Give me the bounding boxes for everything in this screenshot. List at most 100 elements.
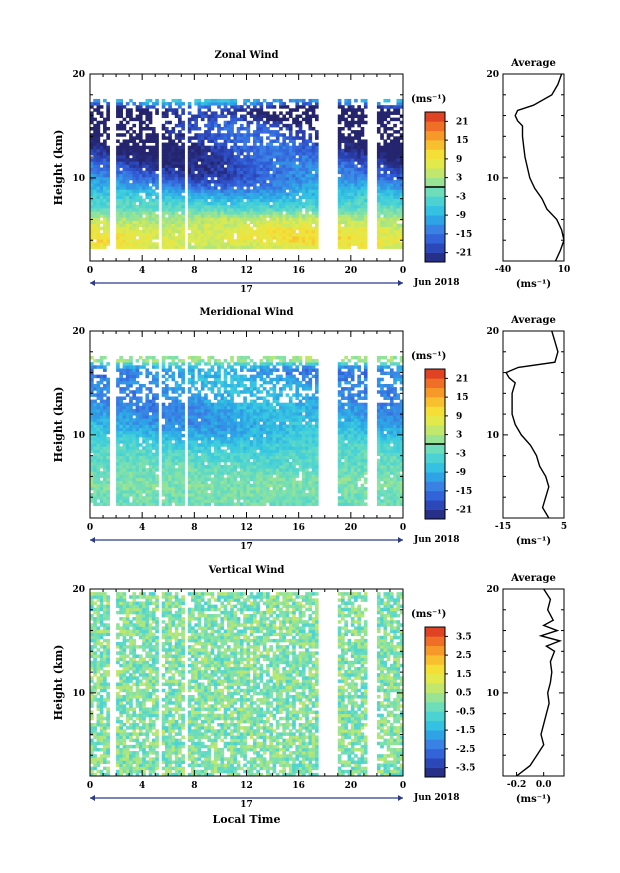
profile-x-tick-label: -40 — [495, 265, 511, 275]
profile-frame — [502, 588, 565, 777]
colorbar-tick-label: 9 — [456, 155, 462, 165]
colorbar-unit: (ms⁻¹) — [411, 609, 446, 620]
colorbar-tick-label: -3 — [456, 192, 466, 202]
colorbar-unit: (ms⁻¹) — [411, 351, 446, 362]
y-tick-label: 10 — [72, 431, 85, 441]
x-tick-label: 4 — [139, 523, 145, 533]
y-tick-label: 20 — [72, 327, 85, 337]
y-axis-label: Height (km) — [52, 130, 65, 206]
profile-y-tick-label: 20 — [486, 70, 499, 80]
colorbar-tick-label: 15 — [456, 393, 469, 403]
plot-title: Zonal Wind — [214, 50, 278, 61]
profile-title: Average — [510, 573, 556, 584]
colorbar-tick-label: -9 — [456, 211, 466, 221]
x-tick-label: 16 — [292, 781, 305, 791]
x-tick-label: 4 — [139, 266, 145, 276]
profile-x-tick-label: -0.2 — [507, 780, 526, 790]
profile-y-tick-label: 20 — [486, 327, 499, 337]
x-tick-label: 20 — [345, 781, 358, 791]
month-label: Jun 2018 — [413, 535, 460, 545]
month-label: Jun 2018 — [413, 278, 460, 288]
y-axis-label: Height (km) — [52, 387, 65, 463]
x-tick-label: 16 — [292, 523, 305, 533]
colorbar-tick-label: 2.5 — [456, 651, 472, 661]
colorbar-tick-label: -1.5 — [456, 726, 475, 736]
colorbar-tick-label: -2.5 — [456, 745, 475, 755]
profile-y-tick-label: 10 — [486, 174, 499, 184]
y-axis-label: Height (km) — [52, 645, 65, 721]
x-tick-label: 8 — [191, 781, 197, 791]
x-tick-label: 12 — [240, 523, 253, 533]
colorbar-tick-label: 21 — [456, 117, 469, 127]
profile-x-tick-label: -15 — [495, 522, 511, 532]
profile-y-tick-label: 20 — [486, 585, 499, 595]
profile-y-tick-label: 10 — [486, 431, 499, 441]
panel-zonal: Zonal Wind 20 10 Height (km) 0 4 8 12 16 20 0 17 Jun… — [52, 50, 570, 295]
profile-line — [505, 330, 559, 519]
colorbar-tick-label: -15 — [456, 487, 472, 497]
colorbar — [424, 111, 446, 263]
y-tick-label: 20 — [72, 585, 85, 595]
x-tick-label: 20 — [345, 266, 358, 276]
profile-y-tick-label: 10 — [486, 689, 499, 699]
colorbar-tick-label: 21 — [456, 374, 469, 384]
colorbar-unit: (ms⁻¹) — [411, 94, 446, 105]
x-tick-label: 4 — [139, 781, 145, 791]
colorbar-tick-label: -15 — [456, 230, 472, 240]
colorbar-tick-label: -0.5 — [456, 707, 475, 717]
profile-x-tick-label: 5 — [561, 522, 567, 532]
profile-line — [516, 588, 563, 777]
colorbar — [424, 626, 446, 778]
x-tick-label: 0 — [400, 266, 406, 276]
profile-title: Average — [510, 315, 556, 326]
x-tick-label: 8 — [191, 523, 197, 533]
colorbar-tick-label: 3.5 — [456, 632, 472, 642]
colorbar-tick-label: -9 — [456, 468, 466, 478]
heatmap-cells — [90, 98, 404, 249]
y-tick-label: 10 — [72, 689, 85, 699]
profile-line — [514, 73, 565, 262]
x-tick-label: 16 — [292, 266, 305, 276]
profile-frame — [502, 330, 565, 519]
day-label: 17 — [240, 542, 253, 552]
heatmap-cells — [90, 592, 404, 777]
x-tick-label: 0 — [400, 781, 406, 791]
colorbar-tick-label: 15 — [456, 136, 469, 146]
x-tick-label: 0 — [87, 523, 93, 533]
x-tick-label: 20 — [345, 523, 358, 533]
x-tick-label: 12 — [240, 781, 253, 791]
colorbar-tick-label: -3.5 — [456, 764, 475, 774]
month-label: Jun 2018 — [413, 793, 460, 803]
x-tick-label: 12 — [240, 266, 253, 276]
profile-x-tick-label: 10 — [558, 265, 571, 275]
x-tick-label: 0 — [400, 523, 406, 533]
heatmap-cells — [90, 355, 404, 506]
colorbar-frame — [424, 626, 446, 778]
panel-vertical: Vertical Wind 20 10 Height (km) 0 4 8 12 16 20 0 17… — [52, 565, 565, 826]
colorbar — [424, 368, 446, 520]
colorbar-tick-label: -3 — [456, 449, 466, 459]
y-tick-label: 20 — [72, 70, 85, 80]
day-label: 17 — [240, 800, 253, 810]
x-tick-label: 8 — [191, 266, 197, 276]
x-tick-label: 0 — [87, 266, 93, 276]
profile-x-label: (ms⁻¹) — [516, 279, 551, 290]
plot-title: Meridional Wind — [199, 307, 293, 318]
profile-x-label: (ms⁻¹) — [516, 536, 551, 547]
profile-frame — [502, 73, 565, 262]
profile-x-label: (ms⁻¹) — [516, 794, 551, 805]
profile-x-tick-label: 0.0 — [536, 780, 552, 790]
profile-title: Average — [510, 58, 556, 69]
x-tick-label: 0 — [87, 781, 93, 791]
colorbar-tick-label: 3 — [456, 174, 462, 184]
day-label: 17 — [240, 285, 253, 295]
colorbar-tick-label: 0.5 — [456, 689, 472, 699]
y-tick-label: 10 — [72, 174, 85, 184]
x-axis-label: Local Time — [213, 813, 281, 826]
colorbar-tick-label: 9 — [456, 412, 462, 422]
colorbar-tick-label: -21 — [456, 249, 472, 259]
plot-title: Vertical Wind — [208, 565, 285, 576]
panel-meridional: Meridional Wind 20 10 Height (km) 0 4 8 12 16 20 0… — [52, 307, 567, 552]
colorbar-tick-label: -21 — [456, 506, 472, 516]
